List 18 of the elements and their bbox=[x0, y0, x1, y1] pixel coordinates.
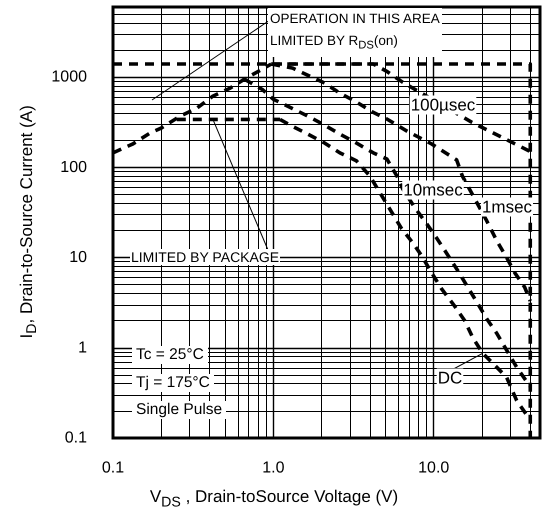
y-tick-label: 0.1 bbox=[64, 430, 88, 446]
annotation: Tj = 175°C bbox=[132, 374, 214, 392]
x-tick-label: 10.0 bbox=[418, 460, 450, 476]
x-tick-label: 1.0 bbox=[262, 460, 285, 476]
x-axis-title: V$_{DS}$ , Drain-toSource Voltage (V) bbox=[148, 487, 400, 511]
series-label: 100µsec bbox=[410, 96, 476, 114]
annotation: Tc = 25°C bbox=[132, 346, 208, 364]
annotation: Single Pulse bbox=[132, 401, 226, 419]
y-tick-label: 1000 bbox=[51, 68, 88, 86]
annotation: OPERATION IN THIS AREA LIMITED BY R$_{DS}$(on) bbox=[268, 8, 442, 57]
series-label: DC bbox=[438, 368, 462, 388]
y-tick-label: 100 bbox=[60, 158, 88, 176]
series-label: 1msec bbox=[482, 198, 533, 216]
series-label: 10msec bbox=[403, 180, 464, 200]
x-tick-label: 0.1 bbox=[102, 460, 124, 476]
y-tick-label: 1 bbox=[78, 339, 88, 356]
y-tick-label: 10 bbox=[69, 249, 88, 266]
annotation: LIMITED BY PACKAGE bbox=[130, 249, 280, 266]
